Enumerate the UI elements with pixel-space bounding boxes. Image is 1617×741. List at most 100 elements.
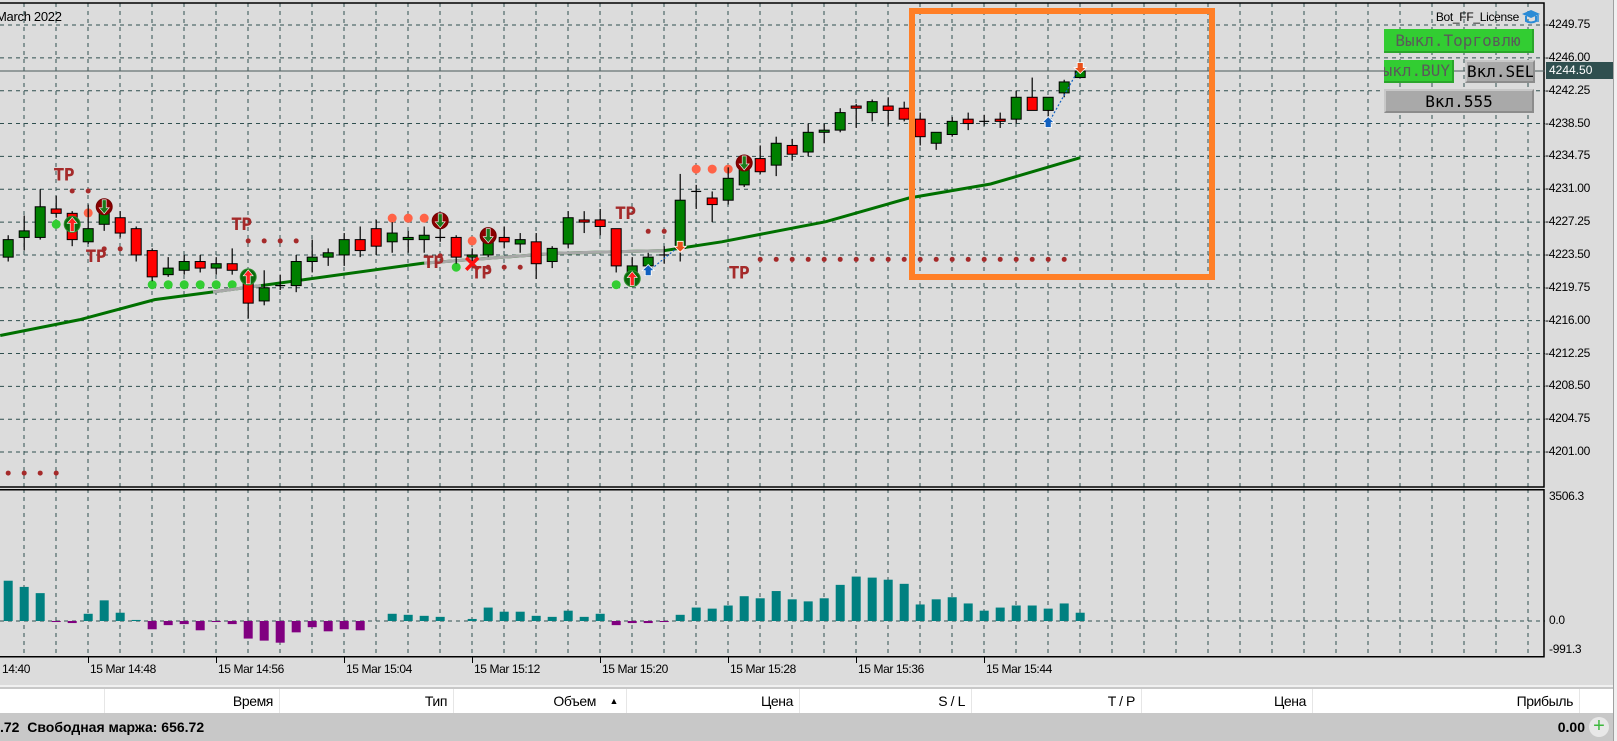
level-dot <box>691 164 701 174</box>
histogram-bar <box>195 621 205 631</box>
histogram-bar <box>3 580 13 621</box>
time-tick-label: 15 Mar 15:20 <box>602 662 668 676</box>
candle-bullish <box>306 256 318 263</box>
graduation-cap-icon <box>1522 10 1540 24</box>
column-header[interactable]: Цена <box>627 689 800 713</box>
histogram-bar <box>163 621 173 626</box>
tp-label: TP <box>616 203 636 223</box>
histogram-bar <box>275 621 285 643</box>
histogram-bar <box>35 593 45 621</box>
histogram-bar <box>307 621 317 628</box>
candle-bullish <box>2 239 14 258</box>
price-tick-label: -4216.00 <box>1545 312 1590 327</box>
column-header[interactable]: Объем ▲ <box>454 689 627 713</box>
time-tick-label: 15 Mar 15:12 <box>474 662 540 676</box>
column-header[interactable]: Цена <box>1142 689 1313 713</box>
column-header[interactable]: T / P <box>972 689 1142 713</box>
histogram-bar <box>419 615 429 621</box>
candle-bullish <box>386 232 398 243</box>
level-dot <box>869 256 875 262</box>
time-tick <box>600 657 601 663</box>
level-dot <box>805 256 811 262</box>
price-tick-label: -4231.00 <box>1545 181 1590 196</box>
candle-bullish <box>290 261 302 287</box>
toggle-555-button[interactable]: Вкл.555 <box>1384 89 1534 113</box>
free-margin-text: .72 Свободная маржа: 656.72 <box>0 719 205 735</box>
candle-bullish <box>946 120 958 136</box>
column-header-label: Тип <box>424 693 448 709</box>
time-tick-label: 15 Mar 15:44 <box>986 662 1052 676</box>
candle-bearish <box>146 250 158 278</box>
price-tick-label: -4219.75 <box>1545 279 1590 294</box>
signal-arrow <box>482 228 494 244</box>
candle-bullish <box>866 101 878 114</box>
level-dot <box>437 253 443 259</box>
histogram-bar <box>131 619 141 621</box>
price-tick-label: -4204.75 <box>1545 411 1590 426</box>
window-border <box>1613 0 1617 741</box>
histogram-bar <box>435 616 445 621</box>
histogram-bar <box>67 621 77 624</box>
histogram-bar <box>835 584 845 621</box>
column-header[interactable] <box>0 689 105 713</box>
histogram-bar <box>691 607 701 621</box>
candle-bearish <box>610 228 622 267</box>
candle-bearish <box>226 263 238 271</box>
add-plus-icon[interactable]: + <box>1589 716 1609 737</box>
histogram-bar <box>931 599 941 621</box>
column-header[interactable]: Прибыль <box>1313 689 1580 713</box>
level-dot <box>981 256 987 262</box>
level-dot <box>821 256 827 262</box>
price-tick-label: -4242.25 <box>1545 82 1590 97</box>
histogram-bar <box>739 596 749 621</box>
chart-window[interactable]: TP TP TP TP TP TP TP -4249.75 -4246.00 -4242.25 -… <box>0 0 1617 685</box>
histogram-subwindow[interactable] <box>0 489 1545 658</box>
tp-label: TP <box>472 262 492 282</box>
column-header-label: Прибыль <box>1516 693 1574 709</box>
sell-toggle-button[interactable]: Вкл.SELL <box>1465 60 1535 83</box>
histogram-bar <box>243 621 253 639</box>
candle-bullish <box>1010 96 1022 120</box>
time-tick-label: 15 Mar 15:36 <box>858 662 924 676</box>
level-dot <box>1013 256 1019 262</box>
candle-bearish <box>786 144 798 155</box>
level-dot <box>965 256 971 262</box>
trade-table-header: Время Тип Объем ▲ Цена S / L T / P Цена Прибыль <box>0 687 1613 713</box>
histogram-bar <box>1059 603 1069 621</box>
candle-bullish <box>802 131 814 153</box>
level-dot <box>277 238 283 244</box>
price-chart[interactable]: TP TP TP TP TP TP TP <box>0 0 1545 488</box>
buy-arrow-icon <box>641 264 656 276</box>
time-tick <box>88 657 89 663</box>
tp-label: TP <box>54 164 74 184</box>
column-header[interactable]: S / L <box>800 689 972 713</box>
trading-toggle-button[interactable]: Выкл.Торговлю <box>1384 29 1534 53</box>
candle-bullish <box>322 252 334 258</box>
level-dot <box>949 256 955 262</box>
column-header[interactable]: Тип <box>280 689 454 713</box>
candle-bullish <box>466 254 478 258</box>
histogram-bar <box>1075 612 1085 621</box>
histogram-bar <box>19 586 29 621</box>
column-header[interactable]: Время <box>105 689 280 713</box>
price-tick-label: -4212.25 <box>1545 345 1590 360</box>
histogram-bar <box>995 607 1005 621</box>
buy-toggle-button[interactable]: Выкл.BUY <box>1384 60 1454 83</box>
signal-up-icon <box>63 215 81 233</box>
candle-bullish <box>18 230 30 238</box>
candle-bullish <box>514 239 526 245</box>
level-dot <box>163 280 173 290</box>
histogram-bar <box>99 600 109 621</box>
time-tick <box>344 657 345 663</box>
level-dot <box>211 280 221 290</box>
candle-bearish <box>914 118 926 138</box>
histogram-bar <box>707 608 717 621</box>
candle-bullish <box>402 236 414 241</box>
subwindow-tick-label: 0.0 <box>1549 613 1565 627</box>
candle-bullish <box>1042 96 1054 111</box>
time-tick <box>728 657 729 663</box>
candle-bullish <box>258 287 270 302</box>
signal-arrow <box>66 216 78 232</box>
level-dot <box>69 188 75 194</box>
level-dot <box>707 164 717 174</box>
